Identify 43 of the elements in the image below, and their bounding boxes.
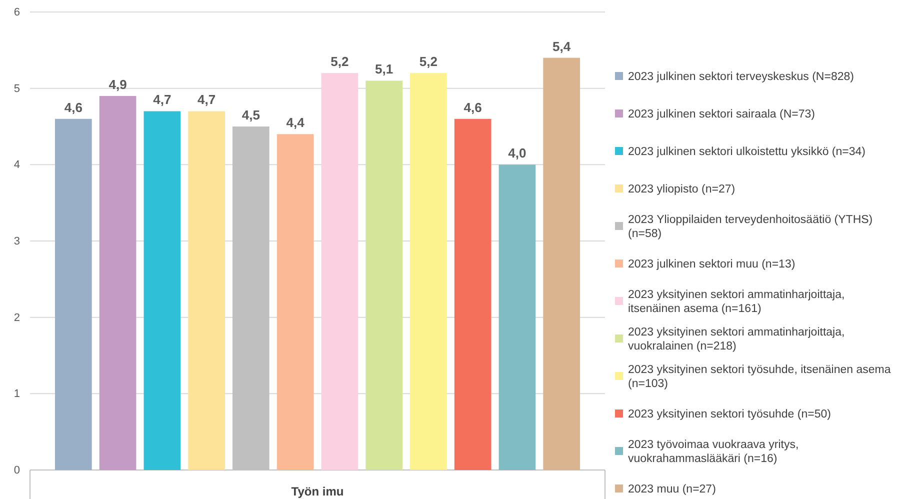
bar [99, 96, 136, 470]
legend-label: 2023 yliopisto (n=27) [628, 184, 736, 196]
y-tick-label: 6 [14, 6, 20, 19]
legend-label: 2023 julkinen sektori ulkoistettu yksikkö (n=34) [628, 146, 866, 158]
data-label: 4,5 [242, 108, 260, 122]
y-tick-label: 1 [14, 388, 20, 400]
y-tick-label: 0 [14, 464, 20, 477]
data-label: 5,2 [419, 54, 438, 70]
bar [498, 164, 536, 470]
data-label: 4,4 [286, 115, 306, 130]
bar [276, 134, 314, 470]
legend-label: 2023 Ylioppilaiden terveydenhoitosäätiö (YTHS) (n=58) [628, 214, 873, 240]
legend-label: 2023 muu (n=27) [628, 484, 716, 496]
bar [55, 118, 92, 470]
legend-label: 2023 yksityinen sektori ammatinharjoittaja, itsenäinen asema (n=161) [628, 289, 845, 315]
bar [410, 73, 447, 470]
data-label: 4,7 [198, 92, 216, 108]
data-label: 5,1 [375, 62, 394, 77]
legend-label: 2023 työvoimaa vuokraava yritys, vuokrahammaslääkäri (n=16) [628, 439, 799, 465]
bar [188, 111, 225, 470]
x-tick-label: Työn imu [291, 484, 344, 499]
data-label: 4,6 [64, 100, 82, 115]
bar [454, 118, 492, 470]
legend-label: 2023 julkinen sektori sairaala (N=73) [628, 108, 816, 120]
bar [321, 73, 358, 470]
legend-label: 2023 yksityinen sektori ammatinharjoittaja, vuokralainen (n=218) [628, 326, 845, 352]
legend-label: 2023 yksityinen sektori työsuhde, itsenäinen asema (n=103) [628, 364, 892, 390]
y-tick-label: 4 [14, 159, 20, 172]
bar [366, 80, 402, 470]
data-label: 5,2 [330, 54, 349, 70]
data-label: 4,7 [153, 92, 172, 108]
y-tick-label: 5 [14, 82, 20, 95]
legend-label: 2023 yksityinen sektori työsuhde (n=50) [628, 408, 832, 420]
legend-label: 2023 julkinen sektori muu (n=13) [628, 258, 796, 270]
data-label: 4,6 [464, 100, 482, 115]
legend-label: 2023 julkinen sektori terveyskeskus (N=828) [628, 71, 854, 83]
y-tick-label: 2 [14, 312, 20, 324]
y-tick-label: 3 [14, 236, 20, 248]
data-label: 4,9 [108, 76, 127, 92]
data-label: 4,0 [508, 146, 526, 161]
data-label: 5,4 [552, 38, 572, 54]
bar [144, 111, 181, 470]
bar [543, 58, 580, 470]
